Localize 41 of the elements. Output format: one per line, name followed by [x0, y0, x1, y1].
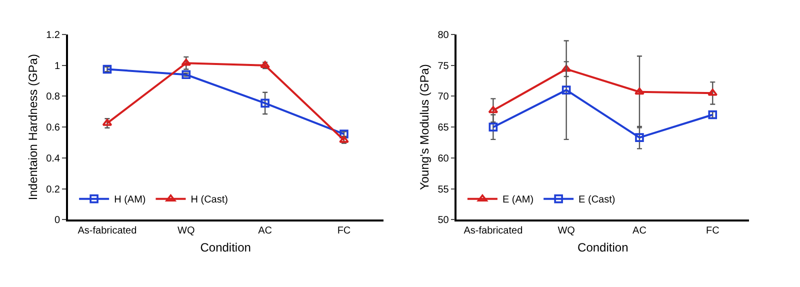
- x-tick-label: As-fabricated: [78, 225, 137, 236]
- y-tick-label: 0.2: [46, 184, 60, 196]
- point: [708, 88, 718, 96]
- point: [488, 122, 498, 132]
- x-axis-title: Condition: [578, 240, 628, 255]
- y-tick-label: 50: [438, 215, 450, 226]
- y-tick-label: 0: [54, 215, 60, 226]
- x-tick-label: WQ: [558, 225, 576, 236]
- y-tick-label: 0.8: [46, 92, 60, 103]
- legend-label: H (Cast): [190, 194, 228, 206]
- point: [488, 106, 498, 114]
- x-axis-title: Condition: [200, 240, 251, 255]
- point: [634, 88, 644, 95]
- y-tick-label: 65: [438, 122, 450, 134]
- x-tick-label: FC: [337, 225, 351, 236]
- legend-label: H (AM): [114, 194, 146, 206]
- point: [260, 98, 270, 108]
- x-tick-label: FC: [706, 225, 720, 236]
- y-tick-label: 0.6: [46, 122, 60, 134]
- y-tick-label: 70: [438, 92, 450, 103]
- legend-label: E (Cast): [578, 194, 616, 206]
- y-axis-title: Indentaion Hardness (GPa): [26, 54, 40, 200]
- y-tick-label: 1: [54, 60, 60, 72]
- point: [102, 118, 112, 126]
- point: [182, 70, 191, 80]
- y-tick-label: 75: [438, 60, 450, 72]
- y-tick-label: 1.2: [46, 30, 60, 42]
- point: [181, 58, 192, 66]
- point: [635, 133, 644, 142]
- y-tick-label: 60: [438, 153, 450, 164]
- x-tick-label: WQ: [178, 225, 195, 236]
- x-tick-label: AC: [632, 225, 646, 236]
- x-tick-label: AC: [258, 225, 272, 236]
- y-tick-label: 0.4: [46, 153, 60, 164]
- legend-label: E (AM): [502, 194, 534, 206]
- y-tick-label: 55: [438, 184, 450, 196]
- x-tick-label: As-fabricated: [464, 225, 523, 236]
- y-tick-label: 80: [438, 30, 450, 42]
- y-axis-title: Young's Modulus (GPa): [418, 64, 432, 190]
- point: [561, 64, 572, 72]
- point: [562, 86, 571, 94]
